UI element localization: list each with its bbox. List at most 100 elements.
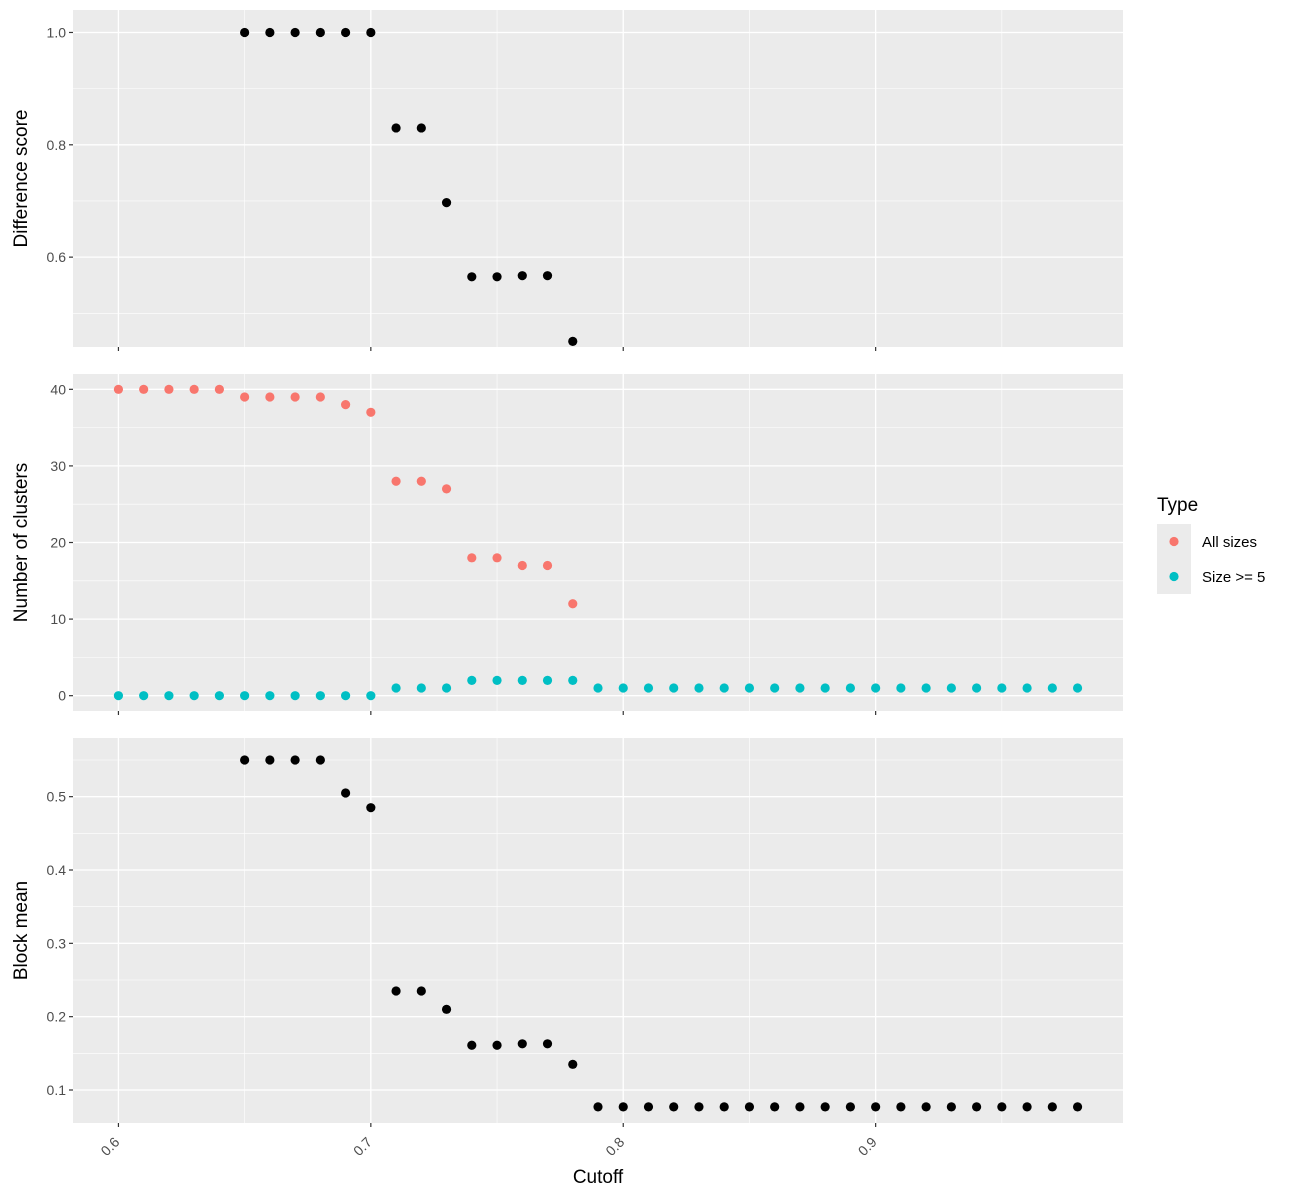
data-point bbox=[568, 336, 578, 346]
data-point bbox=[214, 691, 224, 701]
data-point bbox=[517, 560, 527, 571]
y-tick-label: 0.6 bbox=[47, 249, 67, 265]
data-point bbox=[240, 27, 250, 38]
data-point bbox=[896, 683, 906, 693]
data-point bbox=[1047, 683, 1057, 693]
data-point bbox=[366, 803, 376, 813]
data-point bbox=[416, 683, 426, 693]
data-point bbox=[391, 683, 401, 693]
legend: Type All sizes Size >= 5 bbox=[1157, 495, 1265, 594]
data-point bbox=[719, 683, 729, 693]
data-point bbox=[492, 553, 502, 563]
data-point bbox=[643, 683, 654, 693]
y-tick-label: 0.2 bbox=[47, 1009, 67, 1025]
data-point bbox=[618, 1102, 628, 1112]
data-point bbox=[492, 1040, 502, 1050]
data-point bbox=[946, 683, 956, 693]
x-axis-title: Cutoff bbox=[573, 1167, 624, 1188]
data-point bbox=[113, 384, 124, 394]
data-point bbox=[189, 691, 199, 701]
data-point bbox=[744, 1102, 755, 1112]
data-point bbox=[416, 123, 426, 133]
y-tick-label: 10 bbox=[50, 611, 66, 627]
x-tick-label: 0.6 bbox=[97, 1134, 122, 1159]
data-point bbox=[340, 27, 351, 38]
data-point bbox=[315, 392, 325, 402]
series-points bbox=[240, 27, 578, 346]
data-point bbox=[669, 683, 679, 693]
panel-background bbox=[73, 738, 1123, 1123]
data-point bbox=[770, 1102, 780, 1112]
data-point bbox=[795, 683, 805, 693]
data-point bbox=[416, 986, 426, 996]
data-point bbox=[441, 683, 452, 693]
data-point bbox=[467, 272, 477, 282]
data-point bbox=[542, 1039, 553, 1049]
data-point bbox=[1022, 1102, 1032, 1112]
data-point bbox=[542, 560, 553, 571]
data-point bbox=[921, 1102, 931, 1112]
data-point bbox=[669, 1102, 679, 1112]
data-point bbox=[1022, 683, 1032, 693]
legend-key-point bbox=[1169, 571, 1179, 582]
data-point bbox=[340, 691, 351, 701]
data-point bbox=[568, 1059, 578, 1069]
y-tick-label: 0.5 bbox=[47, 789, 67, 805]
x-tick-label: 0.7 bbox=[350, 1134, 375, 1159]
legend-label: All sizes bbox=[1202, 534, 1257, 551]
data-point bbox=[240, 691, 250, 701]
data-point bbox=[719, 1102, 729, 1112]
data-point bbox=[542, 675, 553, 685]
data-point bbox=[568, 599, 578, 609]
legend-label: Size >= 5 bbox=[1202, 569, 1265, 586]
panel-2: 0 10 20 30 40 Number of clusters bbox=[11, 374, 1123, 715]
data-point bbox=[517, 1039, 527, 1049]
data-point bbox=[315, 691, 325, 701]
y-tick-label: 20 bbox=[50, 535, 66, 551]
data-point bbox=[315, 755, 325, 765]
data-point bbox=[694, 683, 704, 693]
data-point bbox=[416, 476, 426, 486]
data-point bbox=[467, 1040, 477, 1050]
data-point bbox=[290, 691, 300, 701]
data-point bbox=[492, 272, 502, 282]
data-point bbox=[315, 27, 325, 38]
data-point bbox=[997, 1102, 1007, 1112]
series-all-sizes bbox=[113, 384, 578, 609]
y-axis-title: Number of clusters bbox=[11, 463, 32, 622]
data-point bbox=[113, 691, 124, 701]
data-point bbox=[643, 1102, 654, 1112]
data-point bbox=[265, 392, 275, 402]
data-point bbox=[517, 271, 527, 281]
x-tick-label: 0.8 bbox=[602, 1134, 627, 1159]
panels: 0.6 0.8 1.0 Difference score 0 10 20 30 40 Number… bbox=[11, 10, 1123, 1159]
data-point bbox=[366, 27, 376, 38]
data-point bbox=[366, 691, 376, 701]
data-point bbox=[921, 683, 931, 693]
data-point bbox=[972, 683, 982, 693]
series-size-5 bbox=[113, 675, 1083, 701]
y-tick-label: 0.4 bbox=[47, 862, 67, 878]
data-point bbox=[568, 675, 578, 685]
data-point bbox=[871, 1102, 881, 1112]
y-tick-label: 0 bbox=[58, 688, 66, 704]
y-tick-label: 40 bbox=[50, 381, 66, 397]
data-point bbox=[214, 384, 224, 394]
data-point bbox=[492, 675, 502, 685]
data-point bbox=[946, 1102, 956, 1112]
data-point bbox=[164, 691, 174, 701]
data-point bbox=[290, 27, 300, 38]
data-point bbox=[265, 755, 275, 765]
panel-1: 0.6 0.8 1.0 Difference score bbox=[11, 10, 1123, 351]
data-point bbox=[618, 683, 628, 693]
data-point bbox=[845, 1102, 856, 1112]
data-point bbox=[265, 691, 275, 701]
y-tick-label: 0.1 bbox=[47, 1082, 67, 1098]
series-points bbox=[240, 755, 1083, 1112]
data-point bbox=[441, 484, 452, 494]
data-point bbox=[189, 384, 199, 394]
data-point bbox=[820, 1102, 830, 1112]
data-point bbox=[366, 407, 376, 417]
data-point bbox=[265, 27, 275, 38]
y-tick-label: 0.3 bbox=[47, 935, 67, 951]
